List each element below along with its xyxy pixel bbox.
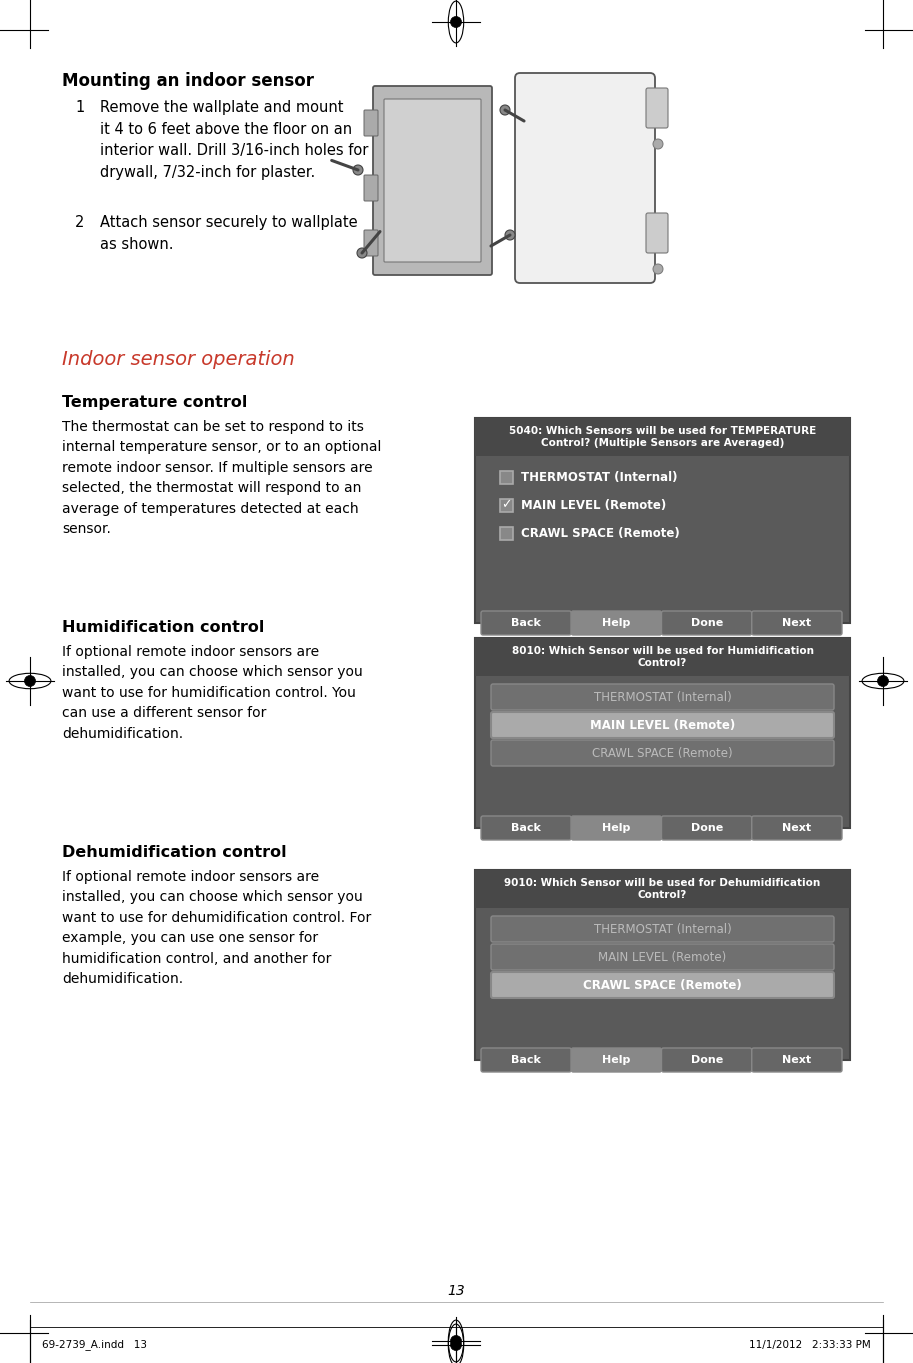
FancyBboxPatch shape xyxy=(662,611,751,635)
FancyBboxPatch shape xyxy=(491,711,834,737)
Text: Remove the wallplate and mount
it 4 to 6 feet above the floor on an
interior wal: Remove the wallplate and mount it 4 to 6… xyxy=(100,99,368,180)
FancyBboxPatch shape xyxy=(373,86,492,275)
Text: THERMOSTAT (Internal): THERMOSTAT (Internal) xyxy=(593,691,731,703)
Text: If optional remote indoor sensors are
installed, you can choose which sensor you: If optional remote indoor sensors are in… xyxy=(62,645,362,740)
FancyBboxPatch shape xyxy=(515,74,655,284)
FancyBboxPatch shape xyxy=(491,684,834,710)
FancyBboxPatch shape xyxy=(475,870,850,1060)
FancyBboxPatch shape xyxy=(751,611,842,635)
FancyBboxPatch shape xyxy=(572,816,662,840)
Text: THERMOSTAT (Internal): THERMOSTAT (Internal) xyxy=(593,923,731,935)
Circle shape xyxy=(653,139,663,149)
FancyBboxPatch shape xyxy=(491,972,834,998)
Text: Attach sensor securely to wallplate
as shown.: Attach sensor securely to wallplate as s… xyxy=(100,215,358,252)
Text: Mounting an indoor sensor: Mounting an indoor sensor xyxy=(62,72,314,90)
FancyBboxPatch shape xyxy=(491,740,834,766)
FancyBboxPatch shape xyxy=(646,89,668,128)
Text: 13: 13 xyxy=(447,1284,465,1298)
Bar xyxy=(500,499,513,511)
Text: 2: 2 xyxy=(75,215,84,230)
Text: Help: Help xyxy=(603,823,631,833)
Text: 69-2739_A.indd   13: 69-2739_A.indd 13 xyxy=(42,1340,147,1351)
Text: THERMOSTAT (Internal): THERMOSTAT (Internal) xyxy=(521,470,677,484)
FancyBboxPatch shape xyxy=(475,418,850,457)
Circle shape xyxy=(450,1336,461,1347)
Text: Next: Next xyxy=(782,1055,812,1065)
Circle shape xyxy=(450,1340,461,1351)
FancyBboxPatch shape xyxy=(646,213,668,254)
Circle shape xyxy=(450,16,461,27)
Text: Back: Back xyxy=(511,1055,541,1065)
Text: MAIN LEVEL (Remote): MAIN LEVEL (Remote) xyxy=(590,718,735,732)
FancyBboxPatch shape xyxy=(662,1048,751,1073)
FancyBboxPatch shape xyxy=(491,916,834,942)
Text: If optional remote indoor sensors are
installed, you can choose which sensor you: If optional remote indoor sensors are in… xyxy=(62,870,372,985)
FancyBboxPatch shape xyxy=(364,174,378,200)
Text: MAIN LEVEL (Remote): MAIN LEVEL (Remote) xyxy=(598,950,727,964)
Text: 1: 1 xyxy=(75,99,84,114)
Text: The thermostat can be set to respond to its
internal temperature sensor, or to a: The thermostat can be set to respond to … xyxy=(62,420,382,536)
FancyBboxPatch shape xyxy=(572,611,662,635)
Circle shape xyxy=(353,165,363,174)
FancyBboxPatch shape xyxy=(662,816,751,840)
Text: Next: Next xyxy=(782,823,812,833)
Text: CRAWL SPACE (Remote): CRAWL SPACE (Remote) xyxy=(593,747,733,759)
FancyBboxPatch shape xyxy=(481,816,572,840)
Text: Back: Back xyxy=(511,617,541,628)
FancyBboxPatch shape xyxy=(751,1048,842,1073)
Text: Next: Next xyxy=(782,617,812,628)
Circle shape xyxy=(357,248,367,258)
Text: 11/1/2012   2:33:33 PM: 11/1/2012 2:33:33 PM xyxy=(750,1340,871,1349)
Circle shape xyxy=(877,676,888,687)
Text: MAIN LEVEL (Remote): MAIN LEVEL (Remote) xyxy=(521,499,666,511)
Circle shape xyxy=(25,676,36,687)
Text: Dehumidification control: Dehumidification control xyxy=(62,845,287,860)
FancyBboxPatch shape xyxy=(475,638,850,827)
Text: Indoor sensor operation: Indoor sensor operation xyxy=(62,350,295,369)
Text: 9010: Which Sensor will be used for Dehumidification
Control?: 9010: Which Sensor will be used for Dehu… xyxy=(504,878,821,900)
FancyBboxPatch shape xyxy=(481,611,572,635)
Text: Back: Back xyxy=(511,823,541,833)
FancyBboxPatch shape xyxy=(491,945,834,970)
FancyBboxPatch shape xyxy=(751,816,842,840)
Text: Humidification control: Humidification control xyxy=(62,620,265,635)
Circle shape xyxy=(505,230,515,240)
Bar xyxy=(500,470,513,484)
FancyBboxPatch shape xyxy=(475,638,850,676)
Text: 5040: Which Sensors will be used for TEMPERATURE
Control? (Multiple Sensors are : 5040: Which Sensors will be used for TEM… xyxy=(509,425,816,448)
Text: 8010: Which Sensor will be used for Humidification
Control?: 8010: Which Sensor will be used for Humi… xyxy=(511,646,813,668)
FancyBboxPatch shape xyxy=(384,99,481,262)
FancyBboxPatch shape xyxy=(475,418,850,623)
FancyBboxPatch shape xyxy=(481,1048,572,1073)
FancyBboxPatch shape xyxy=(364,230,378,256)
Text: Help: Help xyxy=(603,1055,631,1065)
FancyBboxPatch shape xyxy=(572,1048,662,1073)
Text: Temperature control: Temperature control xyxy=(62,395,247,410)
FancyBboxPatch shape xyxy=(475,870,850,908)
Text: Help: Help xyxy=(603,617,631,628)
Circle shape xyxy=(653,264,663,274)
Text: Done: Done xyxy=(690,617,723,628)
Text: Done: Done xyxy=(690,1055,723,1065)
Bar xyxy=(500,526,513,540)
FancyBboxPatch shape xyxy=(364,110,378,136)
Text: ✓: ✓ xyxy=(501,499,512,511)
Text: Done: Done xyxy=(690,823,723,833)
Circle shape xyxy=(500,105,510,114)
Text: CRAWL SPACE (Remote): CRAWL SPACE (Remote) xyxy=(583,979,742,991)
Text: CRAWL SPACE (Remote): CRAWL SPACE (Remote) xyxy=(521,526,680,540)
